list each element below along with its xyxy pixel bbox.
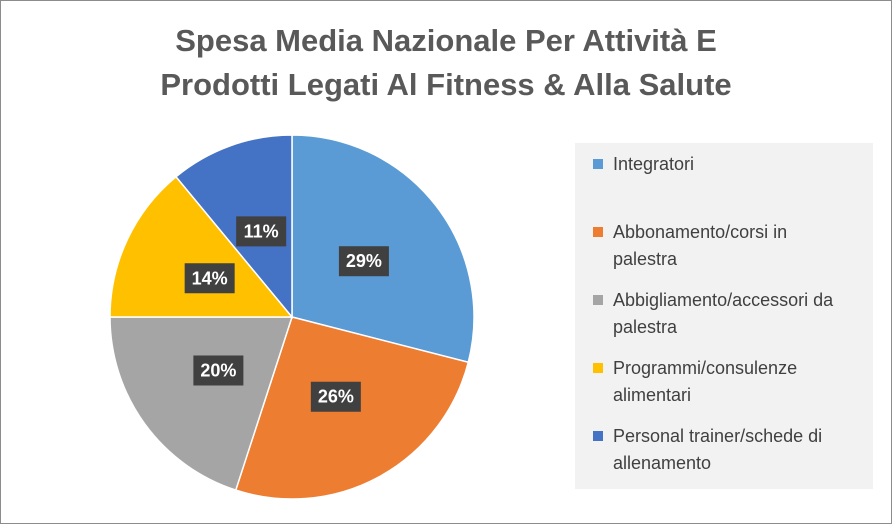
legend-swatch xyxy=(593,295,603,305)
legend-swatch xyxy=(593,431,603,441)
chart-title-line-2: Prodotti Legati Al Fitness & Alla Salute xyxy=(160,67,732,102)
legend-label-line-1: Personal trainer/schede di xyxy=(613,426,823,446)
legend-label-line-1: Programmi/consulenze xyxy=(613,358,798,378)
data-label-background xyxy=(193,355,244,386)
data-label-text: 14% xyxy=(192,268,228,288)
legend: Integratori Abbonamento/corsi in palestra A… xyxy=(575,143,873,489)
data-label-background xyxy=(310,381,361,412)
legend-item-abbigliamento: Abbigliamento/accessori da palestra xyxy=(593,287,873,341)
legend-item-abbonamento: Abbonamento/corsi in palestra xyxy=(593,219,873,273)
legend-swatch xyxy=(593,227,603,237)
legend-label-line-2: palestra xyxy=(613,249,678,269)
data-label-integratori: 29% xyxy=(338,246,389,277)
data-label-programmi: 14% xyxy=(184,263,235,294)
legend-label-line-1: Abbigliamento/accessori da xyxy=(613,290,834,310)
data-label-abbonamento: 26% xyxy=(310,381,361,412)
data-label-text: 20% xyxy=(200,360,236,380)
chart-title-line-1: Spesa Media Nazionale Per Attività E xyxy=(175,23,717,58)
legend-item-personal-trainer: Personal trainer/schede di allenamento xyxy=(593,423,873,477)
chart-title: Spesa Media Nazionale Per Attività E Pro… xyxy=(1,19,891,107)
legend-label-line-2: palestra xyxy=(613,317,678,337)
pie-slice-personal-trainer xyxy=(174,134,293,320)
data-label-background xyxy=(236,216,287,247)
data-label-text: 26% xyxy=(318,387,354,407)
legend-swatch xyxy=(593,159,603,169)
data-label-abbigliamento: 20% xyxy=(193,355,244,386)
legend-label-line-1: Abbonamento/corsi in xyxy=(613,222,788,242)
data-label-background xyxy=(184,263,235,294)
legend-label-line-1: Integratori xyxy=(613,154,695,174)
legend-label-line-2: alimentari xyxy=(613,385,692,405)
legend-label-line-2: allenamento xyxy=(613,453,712,473)
data-label-personal-trainer: 11% xyxy=(236,216,287,247)
legend-swatch xyxy=(593,363,603,373)
data-label-text: 11% xyxy=(244,221,279,241)
data-label-background xyxy=(338,246,389,277)
pie-slice-abbigliamento xyxy=(109,316,294,492)
pie-slice-programmi xyxy=(109,175,294,318)
legend-item-integratori: Integratori xyxy=(593,151,873,178)
data-label-text: 29% xyxy=(346,251,382,271)
legend-item-programmi: Programmi/consulenze alimentari xyxy=(593,355,873,409)
